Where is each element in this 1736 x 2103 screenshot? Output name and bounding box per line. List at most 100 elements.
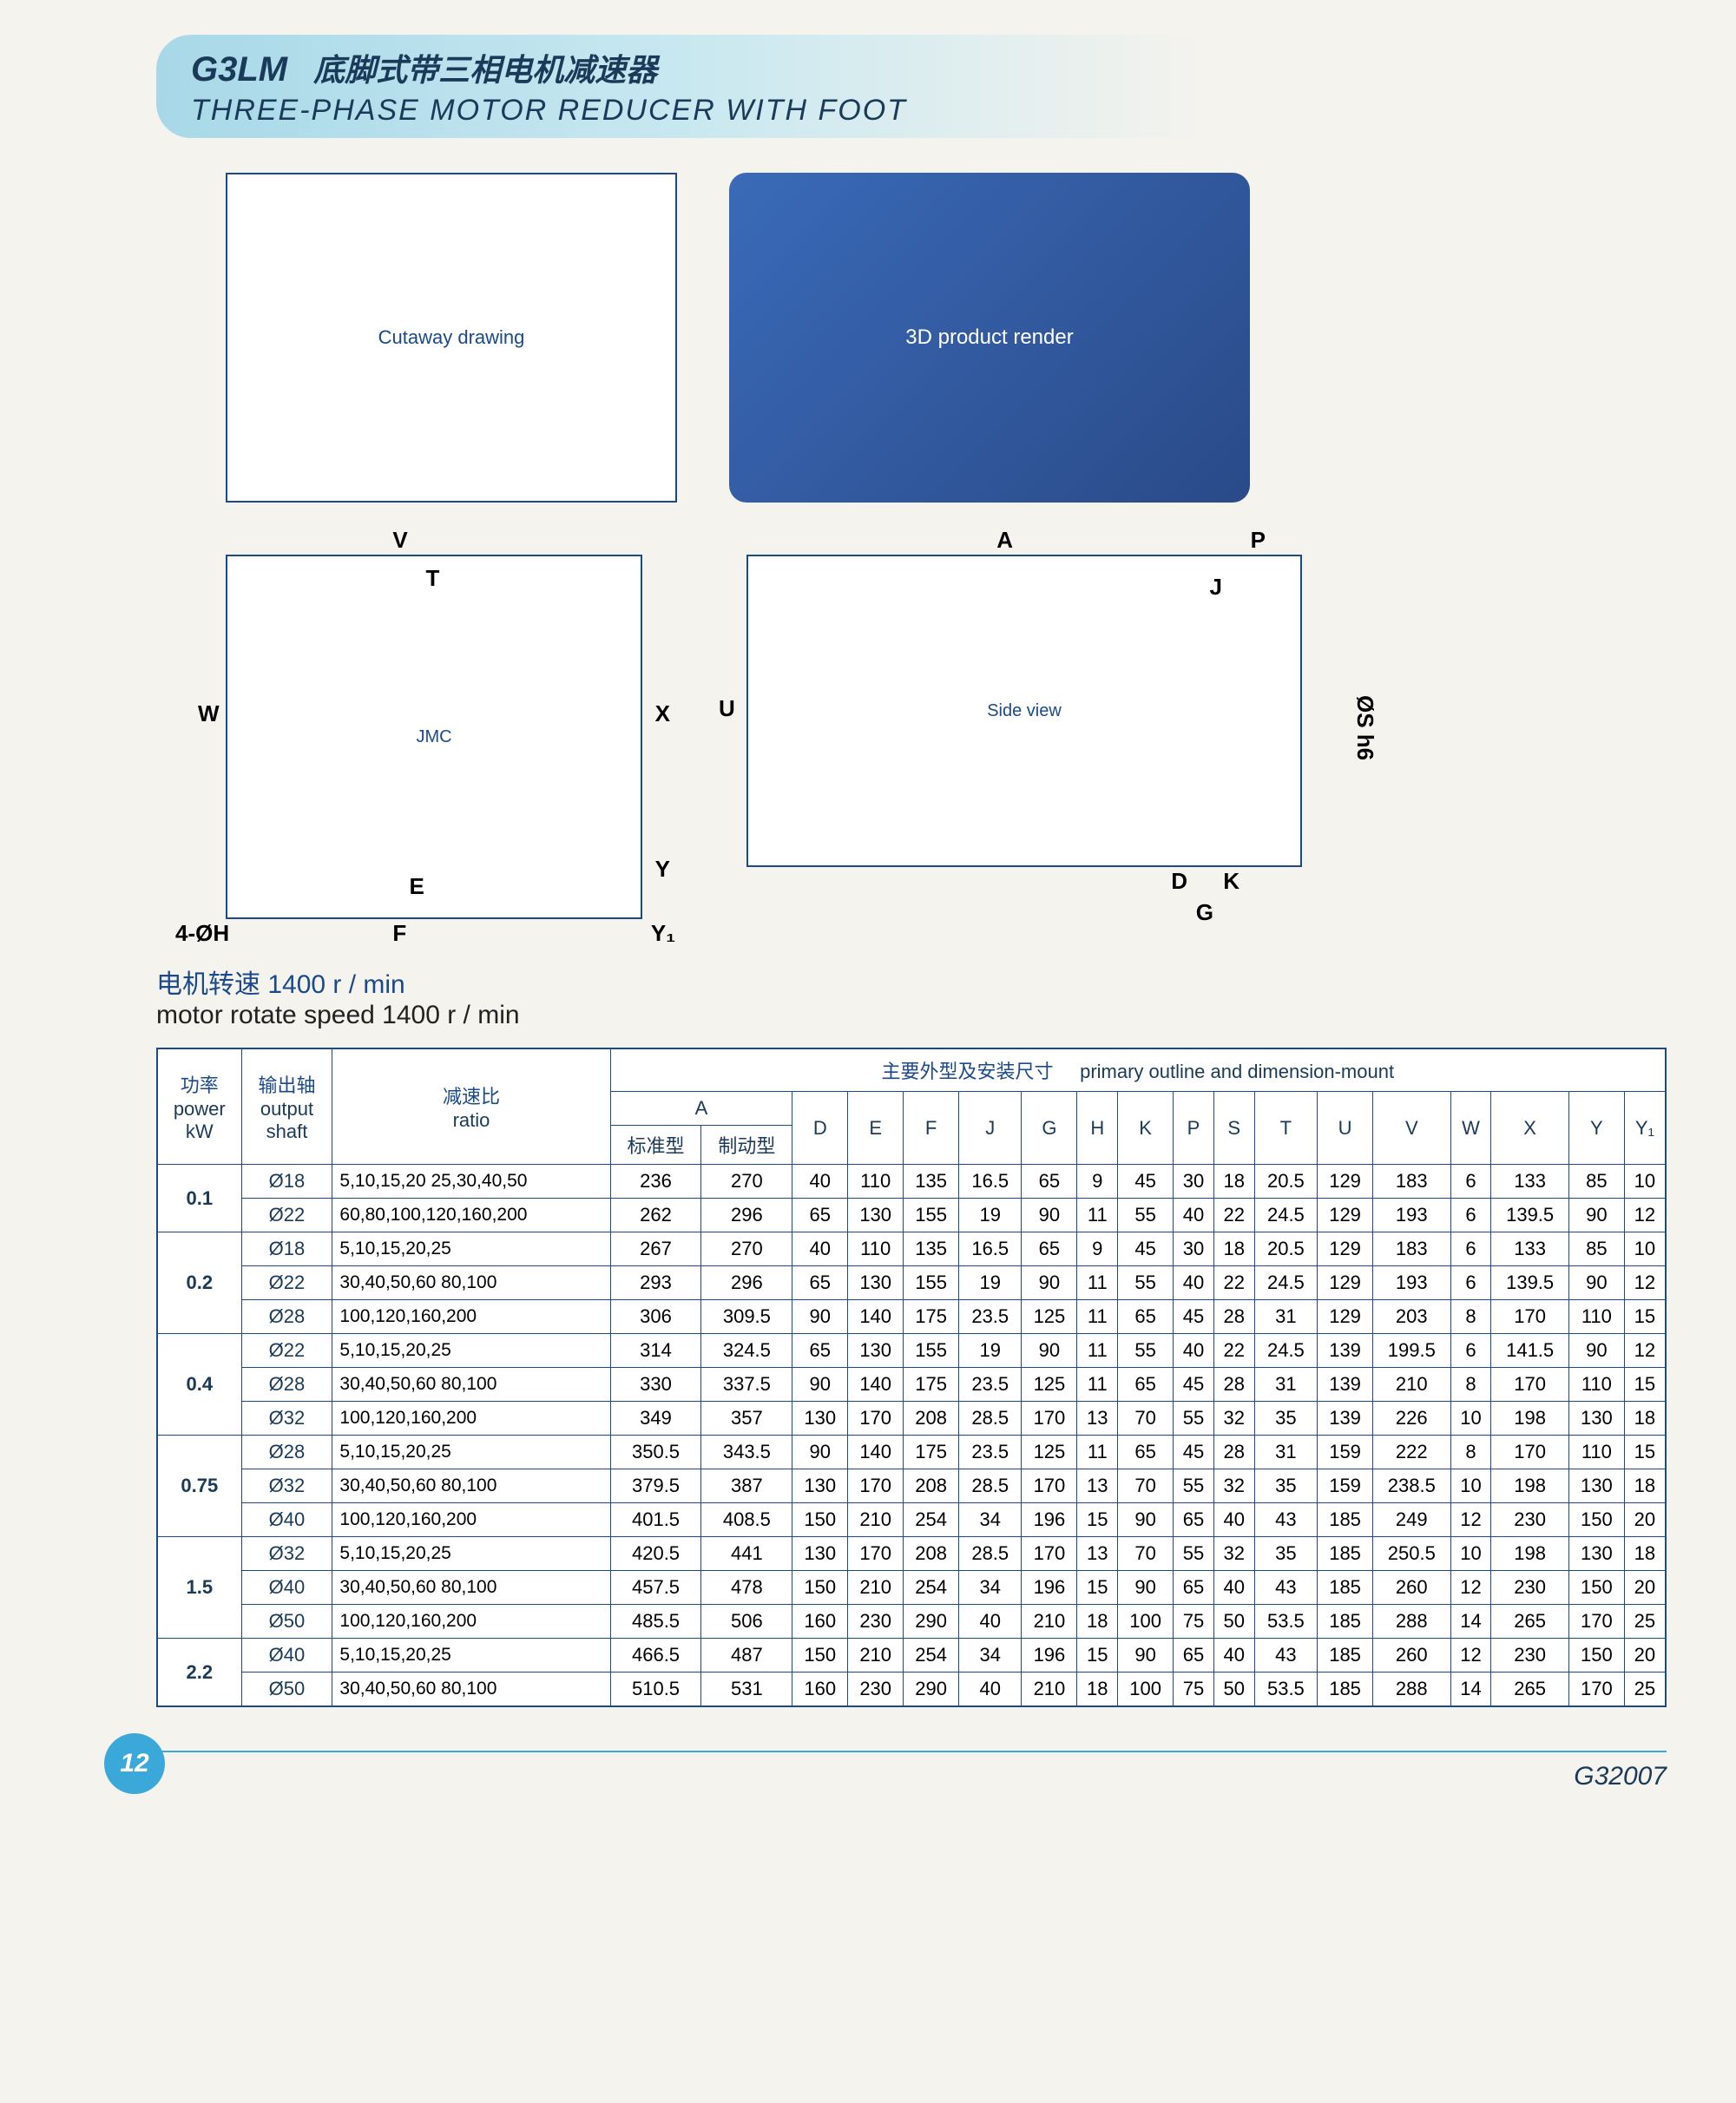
col-S: S bbox=[1213, 1092, 1254, 1165]
table-row: 0.1Ø185,10,15,20 25,30,40,50236270401101… bbox=[157, 1165, 1666, 1199]
cell-dim: 8 bbox=[1450, 1436, 1491, 1469]
cell-dim: 65 bbox=[1022, 1232, 1077, 1266]
header-band: G3LM 底脚式带三相电机减速器 THREE-PHASE MOTOR REDUC… bbox=[156, 35, 1213, 138]
cell-dim: 226 bbox=[1373, 1402, 1451, 1436]
cell-dim: 11 bbox=[1077, 1334, 1118, 1368]
cell-dim: 40 bbox=[792, 1232, 848, 1266]
cell-dim: 150 bbox=[1568, 1503, 1624, 1537]
col-dim-group: 主要外型及安装尺寸 primary outline and dimension-… bbox=[610, 1048, 1666, 1092]
cell-shaft: Ø28 bbox=[241, 1368, 332, 1402]
cell-dim: 22 bbox=[1213, 1266, 1254, 1300]
cell-dim: 185 bbox=[1318, 1503, 1373, 1537]
cell-ratio: 30,40,50,60 80,100 bbox=[332, 1368, 610, 1402]
col-E: E bbox=[848, 1092, 904, 1165]
cell-dim: 65 bbox=[792, 1334, 848, 1368]
col-V: V bbox=[1373, 1092, 1451, 1165]
cell-dim: 265 bbox=[1491, 1673, 1569, 1707]
cell-dim: 110 bbox=[848, 1165, 904, 1199]
cell-dim: 12 bbox=[1450, 1571, 1491, 1605]
cell-dim: 265 bbox=[1491, 1605, 1569, 1639]
cell-dim: 11 bbox=[1077, 1300, 1118, 1334]
cell-shaft: Ø18 bbox=[241, 1165, 332, 1199]
page-number-badge: 12 bbox=[104, 1733, 165, 1794]
cell-dim: 90 bbox=[1118, 1639, 1174, 1673]
cell-dim: 65 bbox=[1118, 1368, 1174, 1402]
cell-dim: 230 bbox=[848, 1673, 904, 1707]
cell-dim: 260 bbox=[1373, 1639, 1451, 1673]
cell-dim: 170 bbox=[1491, 1368, 1569, 1402]
diagram-row-dimensions: JMC V T W X Y Y₁ E F 4-ØH Side view A P … bbox=[226, 555, 1667, 919]
cell-dim: 8 bbox=[1450, 1300, 1491, 1334]
col-D: D bbox=[792, 1092, 848, 1165]
col-Y1: Y₁ bbox=[1624, 1092, 1666, 1165]
cell-A-brake: 343.5 bbox=[701, 1436, 792, 1469]
table-row: 2.2Ø405,10,15,20,25466.54871502102543419… bbox=[157, 1639, 1666, 1673]
col-Y: Y bbox=[1568, 1092, 1624, 1165]
cell-A-brake: 337.5 bbox=[701, 1368, 792, 1402]
front-view-drawing: JMC V T W X Y Y₁ E F 4-ØH bbox=[226, 555, 642, 919]
cell-dim: 90 bbox=[1118, 1503, 1174, 1537]
cell-dim: 250.5 bbox=[1373, 1537, 1451, 1571]
cell-dim: 11 bbox=[1077, 1266, 1118, 1300]
col-P: P bbox=[1174, 1092, 1214, 1165]
cell-dim: 208 bbox=[904, 1469, 959, 1503]
col-F: F bbox=[904, 1092, 959, 1165]
cell-dim: 25 bbox=[1624, 1605, 1666, 1639]
cell-dim: 90 bbox=[792, 1368, 848, 1402]
spec-table-head: 功率 power kW 输出轴 output shaft 减速比 ratio 主… bbox=[157, 1048, 1666, 1165]
cell-ratio: 30,40,50,60 80,100 bbox=[332, 1469, 610, 1503]
cell-dim: 185 bbox=[1318, 1571, 1373, 1605]
cell-dim: 15 bbox=[1624, 1300, 1666, 1334]
cell-A-brake: 270 bbox=[701, 1232, 792, 1266]
cell-dim: 260 bbox=[1373, 1571, 1451, 1605]
dim-A: A bbox=[996, 527, 1013, 554]
col-K: K bbox=[1118, 1092, 1174, 1165]
cell-dim: 40 bbox=[1174, 1334, 1214, 1368]
cell-dim: 90 bbox=[1118, 1571, 1174, 1605]
col-H: H bbox=[1077, 1092, 1118, 1165]
cell-dim: 30 bbox=[1174, 1165, 1214, 1199]
cutaway-diagram: Cutaway drawing bbox=[226, 173, 677, 503]
col-U: U bbox=[1318, 1092, 1373, 1165]
cell-dim: 175 bbox=[904, 1436, 959, 1469]
cell-dim: 45 bbox=[1174, 1436, 1214, 1469]
cell-dim: 65 bbox=[792, 1266, 848, 1300]
cell-dim: 196 bbox=[1022, 1639, 1077, 1673]
table-row: Ø3230,40,50,60 80,100379.538713017020828… bbox=[157, 1469, 1666, 1503]
dim-P: P bbox=[1251, 527, 1266, 554]
cell-dim: 90 bbox=[792, 1436, 848, 1469]
front-view-label: JMC bbox=[416, 727, 451, 747]
cell-dim: 208 bbox=[904, 1402, 959, 1436]
cell-shaft: Ø40 bbox=[241, 1639, 332, 1673]
cell-dim: 28 bbox=[1213, 1300, 1254, 1334]
cell-dim: 40 bbox=[959, 1605, 1022, 1639]
cell-dim: 9 bbox=[1077, 1232, 1118, 1266]
title-cn: 底脚式带三相电机减速器 bbox=[313, 52, 657, 88]
cell-dim: 24.5 bbox=[1254, 1199, 1317, 1232]
cell-dim: 198 bbox=[1491, 1469, 1569, 1503]
cell-shaft: Ø32 bbox=[241, 1402, 332, 1436]
cell-dim: 130 bbox=[848, 1199, 904, 1232]
table-row: 0.75Ø285,10,15,20,25350.5343.59014017523… bbox=[157, 1436, 1666, 1469]
cell-dim: 196 bbox=[1022, 1503, 1077, 1537]
cell-ratio: 5,10,15,20,25 bbox=[332, 1436, 610, 1469]
cell-dim: 43 bbox=[1254, 1639, 1317, 1673]
cell-dim: 90 bbox=[1022, 1266, 1077, 1300]
cell-dim: 34 bbox=[959, 1639, 1022, 1673]
cell-dim: 170 bbox=[848, 1469, 904, 1503]
cell-shaft: Ø18 bbox=[241, 1232, 332, 1266]
table-row: Ø2830,40,50,60 80,100330337.59014017523.… bbox=[157, 1368, 1666, 1402]
table-row: Ø28100,120,160,200306309.59014017523.512… bbox=[157, 1300, 1666, 1334]
cell-power: 1.5 bbox=[157, 1537, 241, 1639]
cell-dim: 53.5 bbox=[1254, 1673, 1317, 1707]
model-code: G3LM bbox=[191, 50, 287, 89]
cell-dim: 65 bbox=[1118, 1300, 1174, 1334]
cell-dim: 55 bbox=[1118, 1199, 1174, 1232]
cell-dim: 25 bbox=[1624, 1673, 1666, 1707]
dim-V: V bbox=[392, 527, 407, 554]
cell-dim: 170 bbox=[1022, 1537, 1077, 1571]
cell-ratio: 5,10,15,20,25 bbox=[332, 1639, 610, 1673]
cell-A-brake: 506 bbox=[701, 1605, 792, 1639]
cell-dim: 43 bbox=[1254, 1571, 1317, 1605]
cell-A-std: 314 bbox=[610, 1334, 701, 1368]
